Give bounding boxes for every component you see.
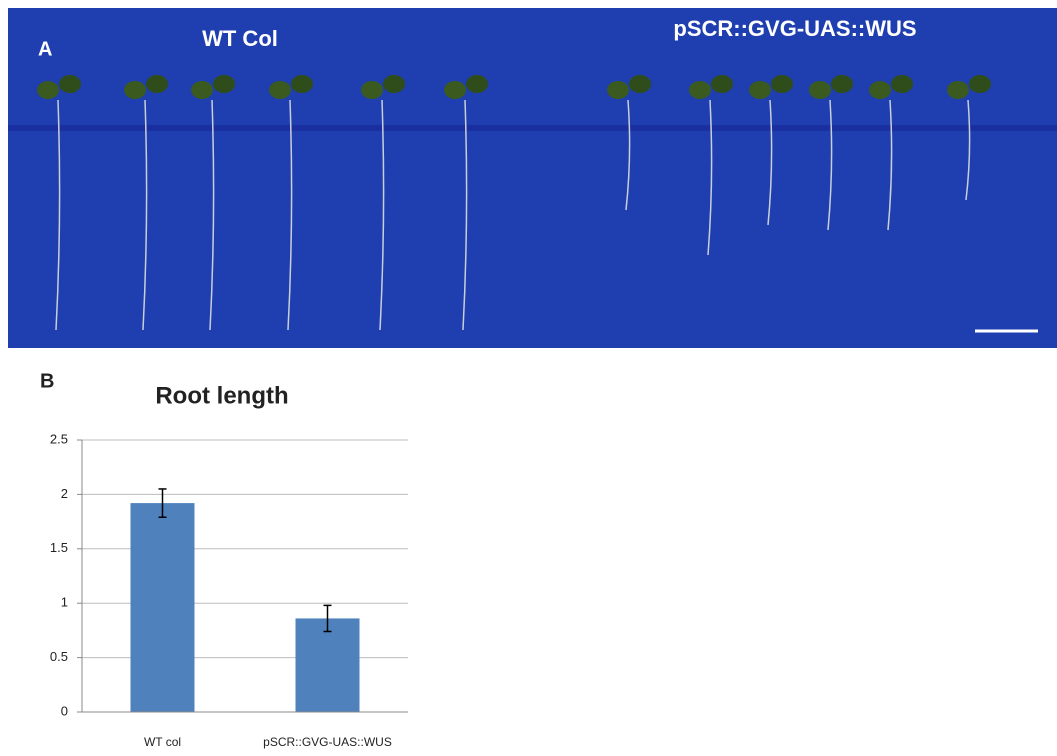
page: {"photo": {"panel_label": "A", "labels":… xyxy=(0,0,1057,756)
leaf xyxy=(809,81,831,99)
leaf xyxy=(191,81,213,99)
plate-background xyxy=(8,8,1057,348)
photo-label: pSCR::GVG-UAS::WUS xyxy=(673,16,916,41)
leaf xyxy=(59,75,81,93)
leaf xyxy=(831,75,853,93)
y-tick-label: 0.5 xyxy=(50,649,68,664)
leaf xyxy=(629,75,651,93)
figure: A WT Col pSCR::GVG-UAS::WUS B Root lengt… xyxy=(0,0,1057,756)
leaf xyxy=(213,75,235,93)
leaf xyxy=(361,81,383,99)
plate-line xyxy=(8,125,1057,131)
leaf xyxy=(891,75,913,93)
y-tick-label: 1.5 xyxy=(50,540,68,555)
leaf xyxy=(444,81,466,99)
leaf xyxy=(124,81,146,99)
leaf xyxy=(711,75,733,93)
x-tick-label: pSCR::GVG-UAS::WUS xyxy=(263,735,392,749)
leaf xyxy=(869,81,891,99)
leaf xyxy=(37,81,59,99)
leaf xyxy=(146,75,168,93)
panel-label: A xyxy=(38,38,52,60)
y-tick-label: 2.5 xyxy=(50,431,68,446)
leaf xyxy=(947,81,969,99)
leaf xyxy=(689,81,711,99)
panel-label: B xyxy=(40,370,54,392)
leaf xyxy=(749,81,771,99)
bar xyxy=(296,618,360,712)
leaf xyxy=(383,75,405,93)
leaf xyxy=(771,75,793,93)
y-tick-label: 0 xyxy=(61,703,68,718)
chart-title: Root length xyxy=(155,382,288,409)
y-tick-label: 1 xyxy=(61,595,68,610)
x-tick-label: WT col xyxy=(144,735,181,749)
bar xyxy=(131,503,195,712)
leaf xyxy=(607,81,629,99)
y-tick-label: 2 xyxy=(61,486,68,501)
photo-label: WT Col xyxy=(202,26,278,51)
leaf xyxy=(291,75,313,93)
leaf xyxy=(269,81,291,99)
leaf xyxy=(466,75,488,93)
seedling-photo xyxy=(8,8,1057,348)
leaf xyxy=(969,75,991,93)
